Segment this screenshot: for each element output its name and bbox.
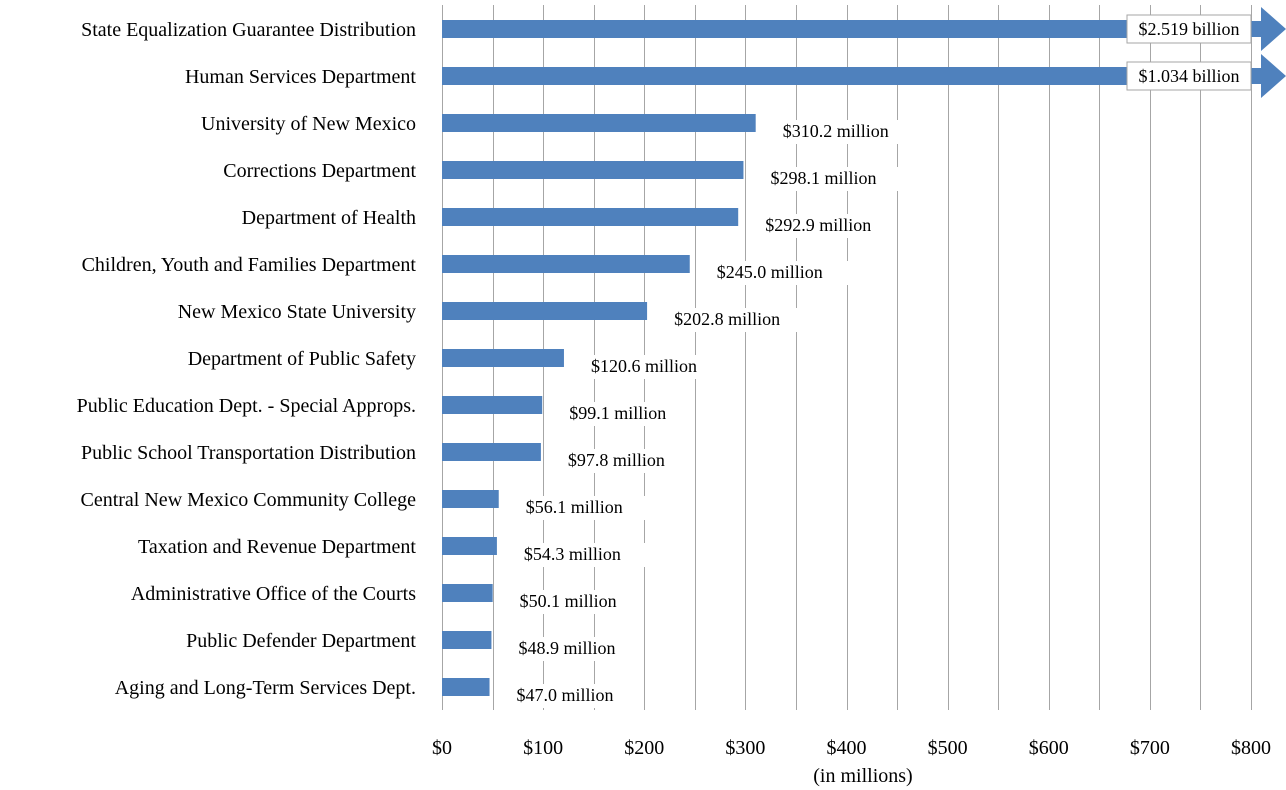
- bars: [442, 7, 1286, 696]
- x-tick-label: $0: [432, 737, 452, 759]
- data-label-bg: [762, 214, 897, 238]
- x-axis-ticks: $0 $100 $200 $300 $400 $500 $600 $700 $800: [432, 737, 1271, 759]
- x-tick-label: $500: [928, 737, 968, 759]
- data-label: $2.519 billion: [1138, 19, 1239, 39]
- data-label: $47.0 million: [517, 685, 614, 705]
- bar: [442, 443, 541, 461]
- data-label-bg: [520, 543, 647, 567]
- data-label-bg: [671, 308, 806, 332]
- data-label: $298.1 million: [770, 168, 876, 188]
- data-label: $120.6 million: [591, 356, 697, 376]
- data-label: $1.034 billion: [1138, 66, 1239, 86]
- x-tick-label: $700: [1130, 737, 1170, 759]
- data-label-bg: [587, 355, 723, 379]
- data-label: $245.0 million: [717, 262, 823, 282]
- data-labels: $2.519 billion $1.034 billion $310.2 milli…: [513, 19, 1240, 708]
- category-label: Taxation and Revenue Department: [138, 536, 416, 558]
- data-label-bg: [522, 496, 649, 520]
- bar: [442, 396, 543, 414]
- bar: [442, 255, 690, 273]
- x-tick-label: $200: [624, 737, 664, 759]
- category-label: Children, Youth and Families Department: [82, 254, 417, 276]
- bar: [442, 7, 1286, 51]
- x-tick-label: $100: [523, 737, 563, 759]
- category-label: Human Services Department: [185, 66, 416, 88]
- data-label: $97.8 million: [568, 450, 665, 470]
- data-label: $48.9 million: [518, 638, 615, 658]
- data-label-bg: [779, 120, 915, 144]
- bar: [442, 161, 744, 179]
- data-label-bg: [713, 261, 849, 285]
- category-label: University of New Mexico: [201, 113, 416, 135]
- category-label: Administrative Office of the Courts: [131, 583, 416, 605]
- bar: [442, 114, 756, 132]
- category-label: Aging and Long-Term Services Dept.: [115, 677, 416, 699]
- bar: [442, 349, 564, 367]
- bar: [442, 678, 490, 696]
- category-label: Public School Transportation Distributio…: [81, 442, 416, 464]
- category-label: Public Defender Department: [186, 630, 416, 652]
- data-label: $310.2 million: [783, 121, 889, 141]
- data-label-bg: [564, 449, 691, 473]
- data-label-bg: [513, 684, 640, 708]
- bar: [442, 54, 1286, 98]
- data-label-bg: [516, 590, 643, 614]
- category-label: Central New Mexico Community College: [81, 489, 417, 511]
- x-tick-label: $400: [827, 737, 867, 759]
- data-label-box: [1126, 61, 1252, 91]
- category-label: Public Education Dept. - Special Approps…: [77, 395, 416, 417]
- category-labels: State Equalization Guarantee Distributio…: [77, 19, 417, 699]
- data-label: $292.9 million: [765, 215, 871, 235]
- data-label: $99.1 million: [569, 403, 666, 423]
- data-label: $54.3 million: [524, 544, 621, 564]
- x-axis-title: (in millions): [813, 765, 912, 787]
- x-tick-label: $600: [1029, 737, 1069, 759]
- x-tick-label: $300: [725, 737, 765, 759]
- data-label-bg: [566, 402, 692, 426]
- bar: [442, 302, 648, 320]
- bar: [442, 537, 497, 555]
- category-label: Department of Health: [242, 207, 416, 229]
- bar: [442, 631, 492, 649]
- category-label: Department of Public Safety: [188, 348, 416, 370]
- bar: [442, 208, 739, 226]
- data-label: $50.1 million: [520, 591, 617, 611]
- bar: [442, 584, 493, 602]
- data-label-box: [1126, 14, 1252, 44]
- category-label: New Mexico State University: [178, 301, 416, 323]
- data-label-bg: [767, 167, 903, 191]
- data-label: $56.1 million: [526, 497, 623, 517]
- bar: [442, 490, 499, 508]
- x-tick-label: $800: [1231, 737, 1271, 759]
- data-label-bg: [515, 637, 642, 661]
- category-label: Corrections Department: [223, 160, 416, 182]
- data-label: $202.8 million: [674, 309, 780, 329]
- category-label: State Equalization Guarantee Distributio…: [81, 19, 416, 41]
